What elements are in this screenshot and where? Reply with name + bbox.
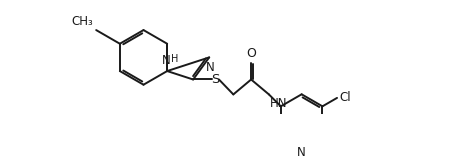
Text: CH₃: CH₃ — [71, 15, 93, 28]
Text: HN: HN — [270, 97, 287, 110]
Text: N: N — [297, 147, 305, 160]
Text: S: S — [211, 73, 219, 86]
Text: H: H — [170, 53, 178, 64]
Text: O: O — [246, 47, 256, 60]
Text: N: N — [161, 54, 170, 67]
Text: Cl: Cl — [338, 91, 350, 104]
Text: N: N — [206, 62, 214, 74]
